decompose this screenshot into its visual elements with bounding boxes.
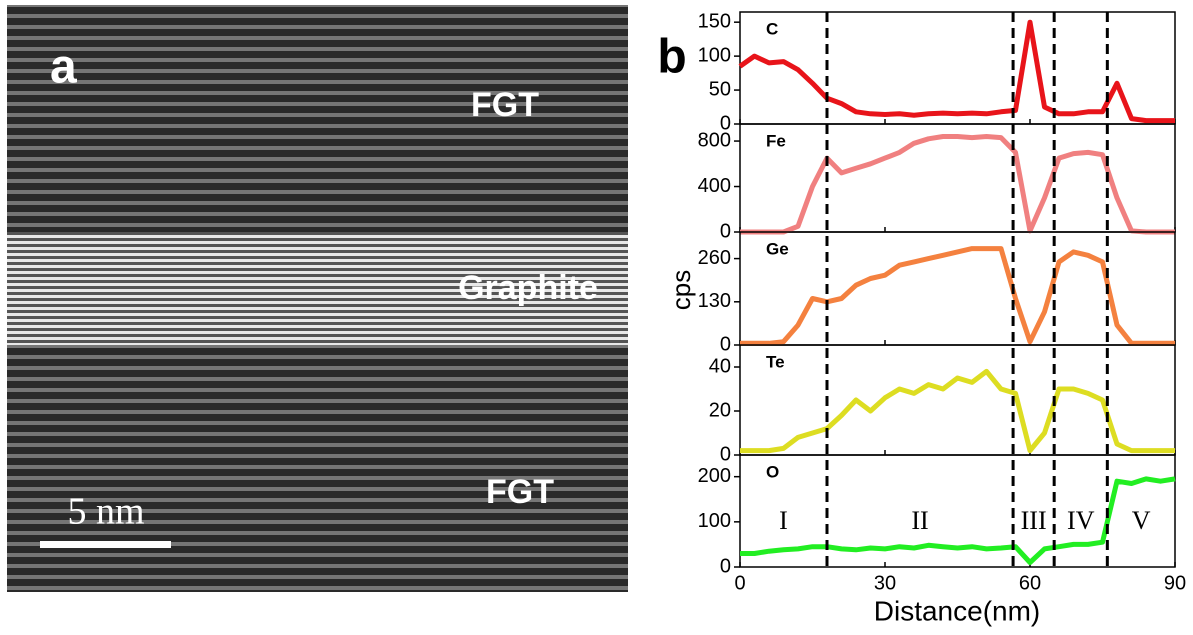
panel-label: a <box>50 41 77 94</box>
series-label: Ge <box>766 239 789 258</box>
tem-image: a FGT Graphite FGT 5 nm <box>7 5 628 592</box>
y-tick-label: 200 <box>698 465 731 487</box>
series-label: Fe <box>766 131 786 150</box>
y-tick-label: 150 <box>698 10 731 32</box>
y-tick-label: 0 <box>720 555 731 577</box>
region-label: V <box>1132 506 1151 535</box>
x-tick-label: 0 <box>734 572 745 594</box>
scale-bar <box>40 541 171 548</box>
annotation: FGT <box>486 473 554 511</box>
y-tick-label: 400 <box>698 175 731 197</box>
y-tick-label: 0 <box>720 333 731 355</box>
region-label: III <box>1021 506 1047 535</box>
x-axis-label: Distance(nm) <box>874 595 1040 626</box>
x-tick-label: 30 <box>874 572 896 594</box>
data-line <box>740 246 1175 346</box>
y-tick-label: 800 <box>698 129 731 151</box>
panel-label: b <box>657 31 686 84</box>
y-tick-label: 0 <box>720 443 731 465</box>
y-tick-label: 100 <box>698 510 731 532</box>
y-tick-label: 0 <box>720 112 731 134</box>
data-line <box>740 368 1175 454</box>
data-line <box>740 134 1175 235</box>
annotation: Graphite <box>458 269 598 307</box>
y-axis-label: cps <box>666 270 696 310</box>
scale-bar-label: 5 nm <box>67 491 144 533</box>
plot-frame <box>739 454 1176 568</box>
y-tick-label: 0 <box>720 220 731 242</box>
series-label: C <box>766 19 778 38</box>
y-tick-label: 130 <box>698 290 731 312</box>
region-label: IV <box>1067 506 1095 535</box>
y-tick-label: 40 <box>709 355 731 377</box>
series-label: O <box>766 462 779 481</box>
region-label: I <box>779 506 788 535</box>
data-line <box>740 476 1176 565</box>
y-tick-label: 50 <box>709 78 731 100</box>
data-line <box>738 19 1175 124</box>
series-label: Te <box>766 352 785 371</box>
x-tick-label: 90 <box>1164 572 1186 594</box>
plot-frame <box>739 344 1176 456</box>
y-tick-label: 260 <box>698 247 731 269</box>
region-label: II <box>911 506 928 535</box>
y-tick-label: 20 <box>709 399 731 421</box>
x-tick-label: 60 <box>1019 572 1041 594</box>
annotation: FGT <box>471 86 539 124</box>
plot-frame <box>739 11 1176 125</box>
y-tick-label: 100 <box>698 44 731 66</box>
